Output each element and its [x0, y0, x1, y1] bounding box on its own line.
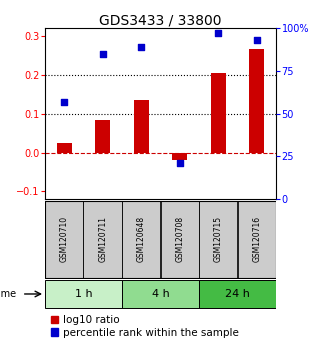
Bar [199, 201, 238, 279]
Bar [57, 143, 72, 153]
Bar [83, 201, 122, 279]
Point [139, 44, 144, 50]
Text: GSM120711: GSM120711 [98, 216, 107, 262]
Bar [249, 48, 264, 153]
Text: GSM120708: GSM120708 [175, 216, 184, 262]
Text: GSM120715: GSM120715 [214, 216, 223, 262]
Point [177, 160, 182, 166]
Bar [172, 153, 187, 160]
Bar [122, 201, 160, 279]
Text: GSM120716: GSM120716 [252, 216, 261, 262]
Text: 4 h: 4 h [152, 289, 169, 299]
Point [100, 51, 105, 57]
Bar [160, 201, 199, 279]
Bar [122, 280, 199, 308]
Bar [45, 201, 83, 279]
Bar [199, 280, 276, 308]
Bar [95, 120, 110, 153]
Text: 24 h: 24 h [225, 289, 250, 299]
Bar [238, 201, 276, 279]
Text: GSM120648: GSM120648 [137, 216, 146, 262]
Text: GSM120710: GSM120710 [60, 216, 69, 262]
Point [62, 99, 67, 105]
Legend: log10 ratio, percentile rank within the sample: log10 ratio, percentile rank within the … [50, 314, 239, 338]
Text: time: time [0, 289, 17, 299]
Bar [211, 73, 226, 153]
Bar [134, 100, 149, 153]
Point [254, 38, 259, 43]
Bar [45, 280, 122, 308]
Text: 1 h: 1 h [75, 289, 92, 299]
Title: GDS3433 / 33800: GDS3433 / 33800 [99, 13, 222, 27]
Point [216, 30, 221, 36]
